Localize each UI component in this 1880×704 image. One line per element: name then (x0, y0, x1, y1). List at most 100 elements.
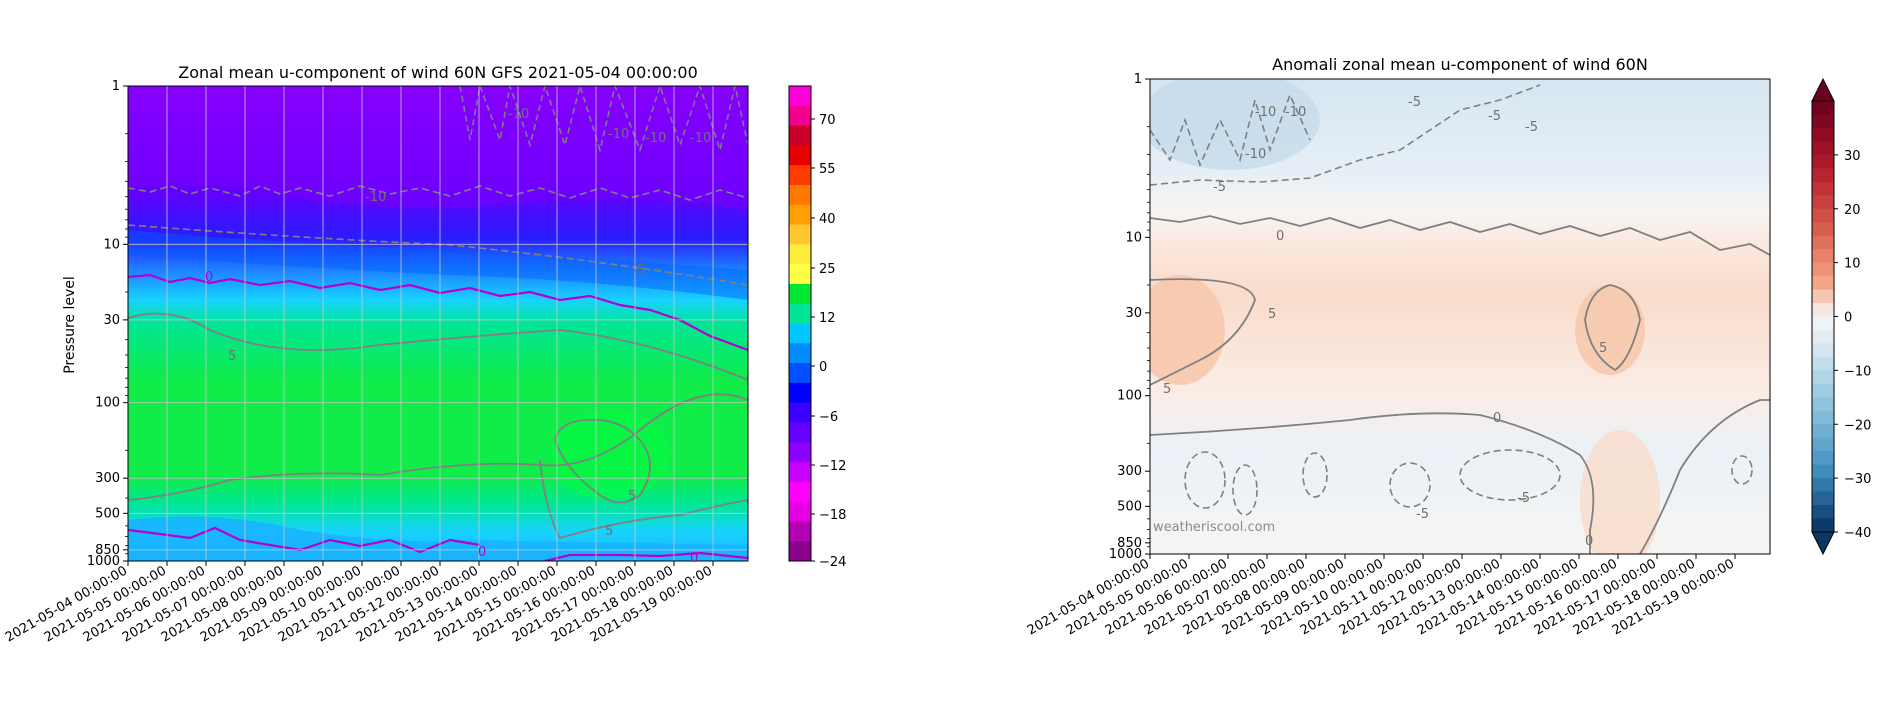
right-contour-label-7: 0 (1276, 229, 1284, 244)
right-contour-label-10: 5 (1268, 307, 1276, 322)
left-contour-label-3: 5 (228, 349, 236, 364)
right-contour-label-5: -5 (1488, 109, 1501, 124)
right-contour-label-12: -5 (1416, 507, 1429, 522)
colorbar-swatch (1812, 356, 1834, 371)
y-tick-label: 100 (95, 396, 120, 411)
y-tick-label: 850 (1117, 536, 1142, 551)
right-dashed-cell-5 (1459, 449, 1561, 501)
colorbar-swatch (1812, 276, 1834, 291)
right-chart: Anomali zonal mean u-component of wind 6… (1025, 55, 1872, 639)
y-tick-label: 850 (95, 543, 120, 558)
right-contour-neg10 (1150, 92, 1311, 168)
left-contour-label-5: 5 (628, 489, 636, 504)
colorbar-tick-label: 0 (819, 360, 827, 375)
colorbar-tick-label: −10 (1844, 364, 1871, 379)
colorbar-swatch (789, 303, 811, 324)
left-contour-5-b (128, 393, 748, 501)
colorbar-swatch (1812, 208, 1834, 223)
right-contour-label-6: -5 (1525, 120, 1538, 135)
left-contour-neg10-top (459, 86, 748, 153)
colorbar-tick-label: 20 (1844, 203, 1861, 218)
right-dashed-cell-3 (1302, 452, 1328, 498)
colorbar-tick-label: 0 (1844, 311, 1852, 326)
colorbar-tick-label: 70 (819, 113, 836, 128)
colorbar-swatch (1812, 195, 1834, 210)
colorbar-swatch (789, 402, 811, 423)
colorbar-swatch (1812, 141, 1834, 156)
left-upper-band (128, 86, 748, 210)
right-chart-title: Anomali zonal mean u-component of wind 6… (1272, 55, 1648, 74)
left-chart: Zonal mean u-component of wind 60N GFS 2… (3, 63, 847, 646)
left-contour-5-c (554, 418, 651, 504)
colorbar-swatch (1812, 249, 1834, 264)
right-contour-label-0: -10 (1255, 105, 1276, 120)
right-contour-label-2: -10 (1245, 147, 1266, 162)
right-contour-label-3: -5 (1213, 180, 1226, 195)
colorbar-swatch (1812, 343, 1834, 358)
left-contour-label-11: -10 (690, 131, 711, 146)
right-contour-label-4: -5 (1408, 95, 1421, 110)
left-contour-label-6: -5 (632, 263, 645, 278)
left-contour-5-a (128, 312, 748, 381)
colorbar-swatch (1812, 316, 1834, 331)
colorbar-swatch (1812, 397, 1834, 412)
y-tick-label: 10 (103, 237, 120, 252)
y-tick-label: 30 (1125, 306, 1142, 321)
right-contour-5-left (1150, 278, 1256, 386)
colorbar-swatch (789, 145, 811, 166)
colorbar-swatch (1812, 437, 1834, 452)
right-contour-label-1: -10 (1285, 105, 1306, 120)
colorbar-swatch (1812, 491, 1834, 506)
y-tick-label: 300 (95, 471, 120, 486)
colorbar-swatch (1812, 127, 1834, 142)
right-contour-label-13: -5 (1517, 491, 1530, 506)
right-dashed-cell-2 (1232, 464, 1258, 516)
right-contour-0-upper (1150, 215, 1770, 256)
colorbar-swatch (789, 541, 811, 562)
colorbar-swatch (1812, 222, 1834, 237)
colorbar-extend-bottom (1811, 531, 1835, 556)
colorbar-tick-label: 12 (819, 311, 836, 326)
y-tick-label: 500 (95, 506, 120, 521)
left-contour-label-7: -10 (365, 190, 386, 205)
left-contour-0-upper (128, 273, 748, 352)
colorbar-swatch (789, 224, 811, 245)
colorbar-swatch (789, 244, 811, 265)
colorbar-swatch (789, 501, 811, 522)
left-colorbar: 70 55 40 25 12 0 −6 −12 −18 −24 (788, 85, 846, 570)
y-tick-label: 30 (103, 313, 120, 328)
colorbar-tick-label: −24 (819, 555, 846, 570)
colorbar-tick-label: −20 (1844, 418, 1871, 433)
y-tick-label: 10 (1125, 230, 1142, 245)
colorbar-swatch (1812, 289, 1834, 304)
colorbar-tick-label: −18 (819, 508, 846, 523)
colorbar-swatch (789, 105, 811, 127)
left-contour-label-8: -10 (508, 107, 529, 122)
right-dashed-cell-4 (1389, 462, 1431, 508)
left-blue-band (128, 230, 748, 300)
colorbar-swatch (789, 343, 811, 364)
left-contour-label-2: 0 (690, 551, 698, 566)
colorbar-frame (788, 85, 812, 562)
colorbar-swatch (1812, 518, 1834, 533)
colorbar-swatch (789, 462, 811, 483)
left-plot-frame (127, 85, 749, 562)
left-contour-label-1: 0 (478, 545, 486, 560)
left-contour-label-0: 0 (205, 270, 213, 285)
colorbar-swatch (789, 481, 811, 503)
left-contour-label-10: -10 (645, 131, 666, 146)
colorbar-swatch (1812, 235, 1834, 250)
right-dashed-cell-6 (1731, 455, 1753, 485)
right-contour-5-mid (1584, 284, 1641, 372)
left-contour-5-d (539, 459, 748, 540)
colorbar-tick-label: 10 (1844, 257, 1861, 272)
colorbar-swatch (1812, 181, 1834, 196)
colorbar-swatch (1812, 410, 1834, 425)
right-watermark: weatheriscool.com (1153, 520, 1275, 535)
colorbar-swatch (789, 422, 811, 443)
colorbar-extend-top (1811, 77, 1835, 102)
colorbar-swatch (1812, 424, 1834, 439)
colorbar-swatch (1812, 101, 1834, 115)
